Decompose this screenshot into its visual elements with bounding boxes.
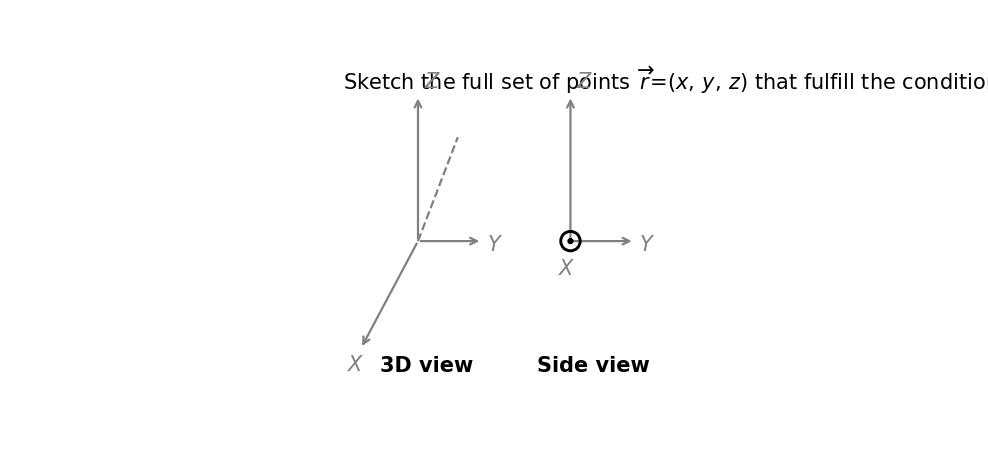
Text: Side view: Side view [536,356,649,376]
Circle shape [568,238,573,243]
Text: Sketch the full set of points $\,\overrightarrow{r}$$\!=\!(x,\,y,\,z)$ that fulf: Sketch the full set of points $\,\overri… [344,64,988,96]
Text: 3D view: 3D view [380,356,473,376]
Text: Z: Z [577,72,591,92]
Text: Y: Y [487,234,500,255]
Text: Y: Y [640,234,652,255]
Text: X: X [348,356,362,375]
Text: X: X [559,260,573,279]
Text: Z: Z [424,72,439,92]
